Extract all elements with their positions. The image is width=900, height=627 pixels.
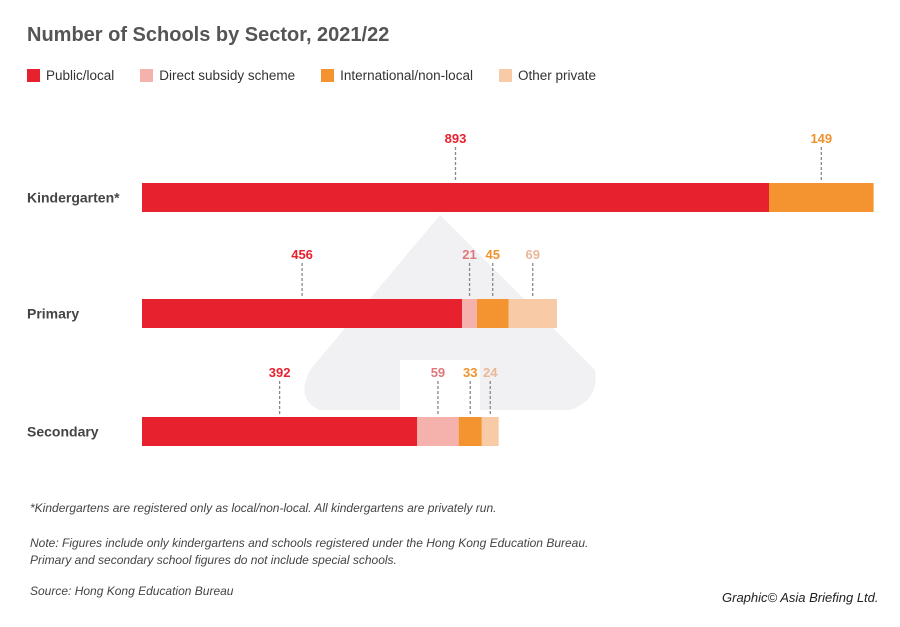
legend-swatch [498, 69, 512, 82]
chart-title: Number of Schools by Sector, 2021/22 [27, 24, 390, 46]
legend-swatch [140, 69, 154, 82]
bar-segment [458, 417, 482, 446]
legend-item: International/non-local [321, 68, 473, 83]
bar-segment [508, 299, 557, 328]
legend-swatch [27, 69, 40, 82]
legend-swatch [321, 69, 335, 82]
legend: Public/local Direct subsidy scheme Interna… [27, 68, 596, 83]
data-label: 59 [431, 365, 445, 380]
legend-item: Public/local [27, 68, 114, 83]
credit: Graphic© Asia Briefing Ltd. [722, 590, 879, 605]
bar-segment [417, 417, 459, 446]
data-label: 21 [462, 247, 476, 262]
legend-label: Other private [517, 68, 596, 83]
category-label: Secondary [27, 424, 99, 440]
footnote-asterisk: *Kindergartens are registered only as lo… [30, 501, 497, 515]
bar-segment [142, 299, 463, 328]
data-label: 69 [525, 247, 539, 262]
footnote-note-1: Note: Figures include only kindergartens… [30, 536, 589, 550]
bar-segment [142, 417, 418, 446]
bar-segment [769, 183, 874, 212]
category-label: Primary [27, 306, 79, 322]
bar-segment [481, 417, 499, 446]
data-label: 149 [810, 131, 832, 146]
legend-label: Public/local [46, 68, 115, 83]
legend-label: Direct subsidy scheme [159, 68, 296, 83]
data-label: 24 [483, 365, 498, 380]
data-label: 33 [463, 365, 477, 380]
bar-segment [462, 299, 477, 328]
legend-label: International/non-local [340, 68, 473, 83]
category-label: Kindergarten* [27, 190, 120, 206]
footnote-note-2: Primary and secondary school figures do … [30, 553, 397, 567]
bar-segment [476, 299, 509, 328]
source: Source: Hong Kong Education Bureau [30, 584, 234, 598]
data-label: 893 [445, 131, 467, 146]
legend-item: Direct subsidy scheme [140, 68, 295, 83]
data-label: 456 [291, 247, 313, 262]
bar-segment [142, 183, 769, 212]
legend-item: Other private [498, 68, 596, 83]
data-label: 45 [485, 247, 499, 262]
data-label: 392 [269, 365, 291, 380]
